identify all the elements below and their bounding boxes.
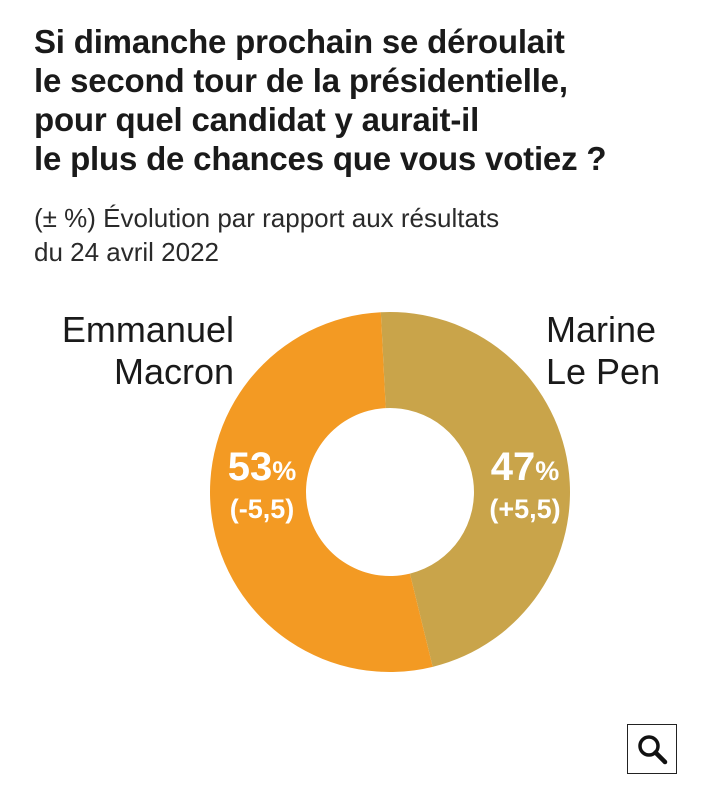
title-line: le second tour de la présidentielle, (34, 62, 568, 99)
zoom-button[interactable] (627, 724, 677, 774)
title-line: Si dimanche prochain se déroulait (34, 23, 565, 60)
title: Si dimanche prochain se déroulait le sec… (34, 22, 704, 178)
slice-le-pen (380, 311, 571, 667)
subtitle: (± %) Évolution par rapport aux résultat… (34, 201, 694, 269)
value-label-macron: 53% (228, 445, 297, 489)
slice-macron (210, 312, 433, 672)
candidate-name-line: Le Pen (546, 351, 661, 392)
candidate-label-le-pen: Marine Le Pen (546, 309, 660, 393)
subtitle-line: (± %) Évolution par rapport aux résultat… (34, 203, 500, 233)
subtitle-line: du 24 avril 2022 (34, 237, 220, 267)
change-label-macron: (-5,5) (230, 494, 295, 524)
candidate-label-macron: Emmanuel Macron (62, 309, 234, 393)
change-label-le-pen: (+5,5) (489, 494, 560, 524)
value-label-le-pen: 47% (491, 445, 560, 489)
candidate-name-line: Macron (113, 351, 234, 392)
candidate-name-line: Emmanuel (61, 309, 234, 350)
title-line: pour quel candidat y aurait-il (34, 101, 480, 138)
candidate-name-line: Marine (546, 309, 657, 350)
title-line: le plus de chances que vous votiez ? (34, 140, 607, 177)
magnifier-icon (638, 735, 668, 765)
